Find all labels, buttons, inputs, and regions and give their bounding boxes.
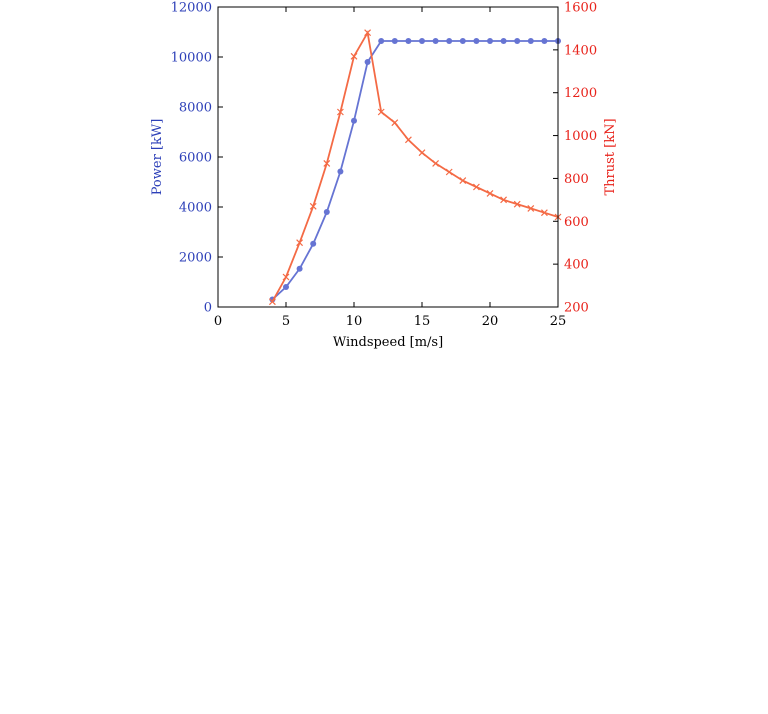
x-tick-label: 0 xyxy=(214,314,222,329)
data-point xyxy=(350,52,358,60)
data-point xyxy=(541,38,548,44)
data-point xyxy=(391,119,399,127)
data-point xyxy=(323,160,331,167)
data-point xyxy=(445,168,453,176)
data-point xyxy=(446,38,453,44)
data-point xyxy=(377,108,385,116)
x-tick-label: 10 xyxy=(346,314,363,329)
y-right-tick-label: 1000 xyxy=(564,129,597,144)
data-point xyxy=(404,136,412,144)
data-point xyxy=(487,38,493,44)
x-tick-label: 25 xyxy=(550,314,567,329)
data-point xyxy=(296,265,303,272)
data-point xyxy=(364,29,372,37)
y-left-tick-label: 2000 xyxy=(179,251,212,266)
y-left-axis: 0 2000 4000 6000 8000 10000 12000 xyxy=(171,1,223,316)
y-right-tick-label: 400 xyxy=(564,258,589,273)
series-layer xyxy=(268,29,562,306)
data-point xyxy=(282,273,290,281)
y-right-axis-label: Thrust [kN] xyxy=(603,118,618,195)
y-right-tick-label: 1400 xyxy=(564,43,597,58)
x-axis-label: Windspeed [m/s] xyxy=(333,335,443,350)
data-point xyxy=(500,196,508,204)
y-left-tick-label: 4000 xyxy=(179,201,212,216)
x-tick-label: 5 xyxy=(282,314,290,329)
y-left-tick-label: 0 xyxy=(204,301,212,316)
data-point xyxy=(309,202,317,210)
y-left-tick-label: 8000 xyxy=(179,101,212,116)
y-left-axis-label: Power [kW] xyxy=(150,119,165,196)
x-tick-label: 20 xyxy=(482,314,499,329)
data-point xyxy=(459,177,467,184)
data-point xyxy=(527,205,535,212)
data-point xyxy=(432,160,440,167)
data-point xyxy=(336,108,344,116)
y-right-tick-label: 1200 xyxy=(564,86,597,101)
data-point xyxy=(378,38,385,44)
data-point xyxy=(351,117,357,124)
data-point xyxy=(459,38,466,44)
data-point xyxy=(514,38,521,44)
data-point xyxy=(486,190,494,197)
y-left-tick-label: 6000 xyxy=(179,151,212,166)
data-point xyxy=(419,38,425,44)
data-point xyxy=(540,209,548,217)
data-point xyxy=(268,298,276,306)
data-point xyxy=(418,149,426,157)
x-tick-label: 15 xyxy=(414,314,431,329)
series-line xyxy=(271,30,559,303)
series-left-axis xyxy=(269,38,561,303)
y-right-tick-label: 800 xyxy=(564,172,589,187)
data-point xyxy=(283,284,289,290)
data-point xyxy=(337,168,344,175)
data-point xyxy=(405,38,412,44)
data-point xyxy=(391,38,398,44)
series-line xyxy=(271,40,558,301)
y-left-tick-label: 12000 xyxy=(171,1,212,16)
data-point xyxy=(473,38,480,44)
plot-frame xyxy=(217,6,559,308)
data-point xyxy=(432,38,439,44)
x-axis: 0 5 10 15 20 25 xyxy=(214,7,566,329)
y-right-tick-label: 200 xyxy=(564,301,589,316)
data-point xyxy=(527,38,534,44)
data-point xyxy=(472,183,480,191)
data-point xyxy=(296,239,304,247)
data-point xyxy=(364,59,371,65)
data-point xyxy=(323,209,330,215)
data-point xyxy=(500,38,507,44)
y-left-tick-label: 10000 xyxy=(171,51,212,66)
series-right-axis xyxy=(268,29,562,306)
y-right-tick-label: 600 xyxy=(564,215,589,230)
data-point xyxy=(310,240,317,247)
y-right-axis: 200 400 600 800 1000 1200 1400 1600 xyxy=(553,1,597,316)
data-point xyxy=(513,200,521,208)
y-right-tick-label: 1600 xyxy=(564,1,597,16)
